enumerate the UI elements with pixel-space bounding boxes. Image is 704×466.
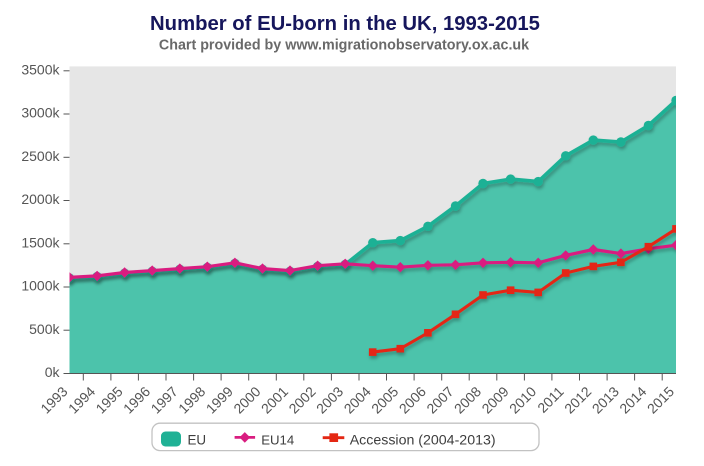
svg-text:Number of EU-born in the UK, 1: Number of EU-born in the UK, 1993-2015 — [150, 13, 540, 35]
svg-text:500k: 500k — [29, 321, 60, 337]
svg-text:Chart provided by www.migratio: Chart provided by www.migrationobservato… — [159, 38, 529, 54]
svg-text:EU: EU — [188, 433, 207, 448]
svg-text:EU14: EU14 — [261, 433, 294, 448]
svg-text:3000k: 3000k — [21, 105, 60, 121]
svg-text:1500k: 1500k — [21, 234, 60, 250]
svg-text:3500k: 3500k — [21, 61, 60, 77]
svg-text:0k: 0k — [45, 364, 61, 380]
svg-text:2500k: 2500k — [21, 148, 60, 164]
svg-text:Accession (2004-2013): Accession (2004-2013) — [350, 433, 496, 449]
svg-text:2000k: 2000k — [21, 191, 60, 207]
svg-text:1000k: 1000k — [21, 278, 60, 294]
